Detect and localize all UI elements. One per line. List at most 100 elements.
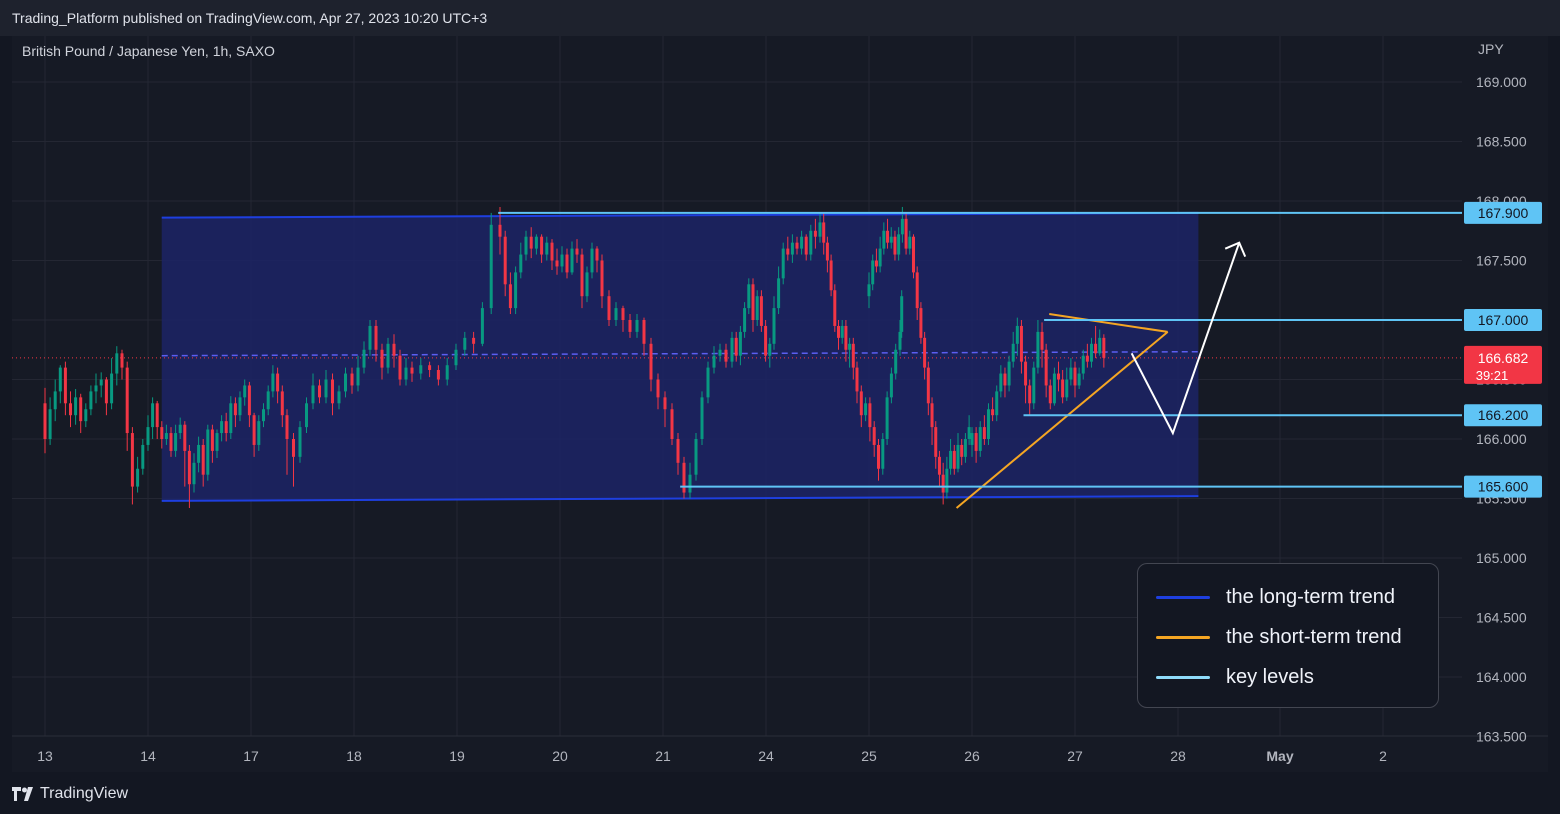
candle-body	[489, 224, 493, 309]
y-tick-label: 165.000	[1476, 550, 1527, 566]
key-level-label-bg	[1464, 475, 1542, 498]
candle-body	[751, 284, 755, 320]
candle-body	[868, 403, 872, 428]
candle-body	[867, 284, 871, 297]
footer	[0, 772, 1560, 814]
candle-body	[331, 379, 334, 404]
candle-body	[607, 296, 611, 320]
candle-body	[945, 468, 949, 493]
legend-item-key-levels: key levels	[1156, 666, 1314, 689]
candle-body	[550, 242, 554, 261]
candle-body	[292, 439, 295, 457]
candle-body	[974, 433, 978, 451]
candle-body	[772, 308, 776, 344]
candle-body	[730, 337, 734, 362]
candle-body	[882, 230, 886, 249]
candle-body	[621, 308, 625, 320]
candle-body	[790, 242, 794, 255]
candle-body	[694, 439, 698, 475]
candle-body	[872, 427, 876, 445]
legend-swatch-short-term	[1156, 636, 1210, 639]
x-tick-label: 24	[758, 748, 774, 764]
long-term-channel-bottom	[161, 495, 1199, 502]
candle-body	[276, 373, 280, 392]
candle-body	[995, 391, 999, 416]
candle-body	[498, 224, 502, 237]
candle-body	[885, 397, 889, 439]
candle-body	[224, 421, 228, 434]
candle-body	[1003, 373, 1007, 386]
candle-body	[125, 367, 129, 434]
candle-body	[565, 254, 569, 273]
candle-body	[848, 343, 852, 350]
legend-label-short-term: the short-term trend	[1226, 626, 1402, 648]
candle-body	[454, 349, 458, 366]
candle-body	[904, 218, 908, 249]
x-tick-label: 25	[861, 748, 877, 764]
candle-body	[837, 325, 840, 338]
x-tick-label: 13	[37, 748, 53, 764]
candle-body	[937, 456, 941, 475]
candle-body	[963, 439, 967, 457]
chart-title: British Pound / Japanese Yen, 1h, SAXO	[22, 43, 275, 59]
candle-body	[48, 409, 52, 439]
candle-body	[967, 427, 971, 439]
candle-body	[146, 427, 150, 445]
candle-body	[1011, 343, 1015, 362]
chart-panel[interactable]: 169.000168.500168.000167.500167.000166.5…	[12, 36, 1548, 772]
candle-body	[712, 355, 716, 368]
candle-body	[1024, 361, 1028, 386]
candle-body	[151, 403, 155, 428]
candle-body	[777, 278, 781, 309]
x-tick-label: 26	[964, 748, 980, 764]
x-tick-label: 27	[1067, 748, 1083, 764]
key-level-label-bg	[1464, 201, 1542, 224]
candle-body	[463, 337, 467, 350]
published-info: Trading_Platform published on TradingVie…	[12, 10, 488, 26]
candle-body	[1081, 355, 1085, 374]
candle-body	[1057, 373, 1061, 380]
candle-body	[941, 474, 945, 493]
candle-body	[688, 474, 692, 493]
candle-body	[724, 349, 728, 362]
candle-body	[136, 468, 140, 487]
short-term-trend-lower	[955, 331, 1169, 509]
candle-body	[79, 397, 83, 422]
key-level-label-bg	[1464, 309, 1542, 331]
candle-body	[956, 444, 960, 469]
candle-body	[519, 254, 523, 273]
candle-body	[670, 409, 674, 439]
candle-body	[978, 427, 982, 451]
candle-body	[238, 397, 242, 416]
price-chart[interactable]: 169.000168.500168.000167.500167.000166.5…	[12, 36, 1548, 772]
candle-body	[1015, 325, 1019, 344]
candle-body	[575, 248, 579, 255]
candle-body	[368, 325, 372, 350]
candle-body	[508, 284, 512, 309]
candle-body	[344, 373, 347, 392]
candle-body	[545, 242, 549, 255]
tradingview-logo[interactable]: TradingView	[12, 785, 128, 803]
candle-body	[1098, 337, 1102, 354]
candle-body	[110, 373, 114, 404]
candle-body	[590, 248, 594, 273]
candle-body	[844, 325, 848, 350]
candle-body	[999, 373, 1003, 392]
candle-body	[178, 424, 182, 434]
candle-body	[1085, 355, 1089, 362]
x-tick-label: 21	[655, 748, 671, 764]
candle-body	[324, 379, 328, 398]
key-level-label: 166.200	[1478, 407, 1529, 423]
candle-body	[786, 248, 790, 255]
candle-body	[734, 337, 738, 356]
candle-body	[386, 343, 390, 368]
candle-body	[480, 308, 484, 344]
candle-body	[682, 462, 686, 493]
candle-body	[257, 421, 261, 445]
candle-body	[201, 444, 205, 475]
candle-body	[534, 236, 538, 249]
long-term-channel	[161, 212, 1199, 501]
candle-body	[926, 367, 930, 404]
candle-body	[266, 391, 270, 410]
legend-swatch-long-term	[1156, 596, 1210, 599]
